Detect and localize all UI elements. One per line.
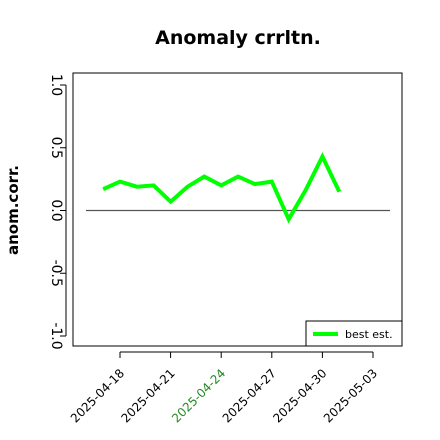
y-axis-label: anom.corr. xyxy=(4,165,22,255)
legend: best est. xyxy=(305,320,403,347)
y-tick-label: 0.5 xyxy=(48,137,64,159)
y-tick-label: -1.0 xyxy=(48,322,64,349)
y-axis: -1.0 -0.5 0.0 0.5 1.0 xyxy=(48,74,67,350)
x-axis: 2025-04-182025-04-212025-04-242025-04-27… xyxy=(68,351,380,425)
y-tick-label: -0.5 xyxy=(48,260,64,287)
plot-area xyxy=(72,72,403,347)
x-tick-label: 2025-05-03 xyxy=(321,366,380,425)
series-layer xyxy=(102,151,342,224)
y-tick-label: 0.0 xyxy=(48,199,64,221)
legend-label-best-est: best est. xyxy=(345,328,393,341)
chart-title: Anomaly crrltn. xyxy=(155,27,321,49)
series-line-best-est xyxy=(102,151,342,224)
y-tick-label: 1.0 xyxy=(48,74,64,96)
